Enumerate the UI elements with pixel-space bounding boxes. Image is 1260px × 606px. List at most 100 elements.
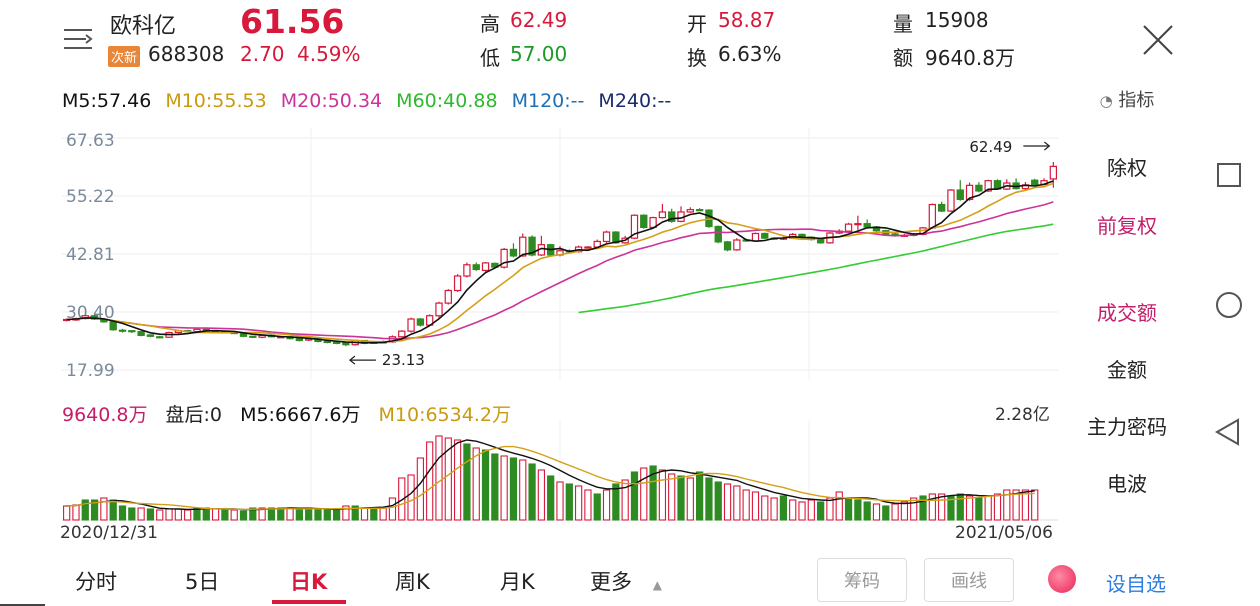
open-value: 58.87: [718, 8, 776, 32]
menu-icon[interactable]: [62, 26, 94, 52]
volume-bar: [696, 471, 704, 521]
volume-bar: [481, 449, 490, 521]
volume-bar: [677, 475, 685, 521]
tab-monthly-k[interactable]: 月K: [500, 570, 535, 594]
volume-bar: [928, 493, 936, 521]
volume-bar: [407, 474, 415, 521]
candle-body: [816, 238, 825, 244]
candle-body: [137, 331, 145, 336]
candle-body: [844, 223, 853, 232]
ex-rights-option[interactable]: 除权: [1107, 156, 1147, 180]
candle-body: [295, 338, 304, 342]
vol-m10: M10:6534.2万: [378, 404, 511, 426]
volume-bar: [202, 507, 210, 521]
candle-body: [863, 223, 871, 228]
close-button[interactable]: [1140, 22, 1176, 58]
avatar[interactable]: [1048, 565, 1076, 593]
gauge-icon: ◔: [1099, 92, 1113, 110]
tab-intraday[interactable]: 分时: [75, 570, 117, 594]
volume-bar: [444, 437, 452, 521]
draw-line-button[interactable]: 画线: [924, 558, 1014, 602]
candle-body: [398, 330, 406, 338]
ma60-line: [578, 223, 1054, 314]
candle-body: [528, 236, 536, 256]
nav-recent-button[interactable]: [1216, 162, 1242, 192]
tab-weekly-k[interactable]: 周K: [395, 570, 430, 594]
indicator-button[interactable]: ◔ 指标: [1082, 86, 1172, 112]
wave-option[interactable]: 电波: [1107, 472, 1147, 496]
volume-bar: [1031, 489, 1039, 521]
back-triangle-icon: [1214, 418, 1239, 446]
tab-more[interactable]: 更多 ▲: [590, 566, 662, 596]
volume-bar: [81, 499, 89, 521]
side-menu: ◔ 指标 除权 前复权 成交额 金额 主力密码 电波: [1082, 0, 1172, 520]
volume-bar: [146, 508, 155, 521]
volume-bar: [388, 497, 397, 521]
volume-bar: [900, 501, 909, 521]
candle-body: [723, 241, 732, 251]
volume-bar: [770, 497, 778, 521]
candlestick-chart[interactable]: 67.6355.2242.8130.4017.9962.4923.132020/…: [0, 0, 1070, 606]
volume-bar: [137, 507, 145, 521]
turnover-value: 6.63%: [718, 42, 782, 66]
candle-body: [323, 340, 331, 344]
volume-bar: [621, 479, 629, 521]
add-watchlist-button[interactable]: 设自选: [1106, 572, 1166, 596]
tab-5day[interactable]: 5日: [185, 570, 220, 594]
chips-button[interactable]: 筹码: [817, 558, 907, 602]
volume-bar: [351, 505, 359, 521]
nav-back-button[interactable]: [1214, 417, 1242, 451]
candle-body: [453, 275, 462, 292]
volume-bar: [835, 491, 843, 521]
volume-bar: [854, 499, 862, 521]
forward-adjusted-option[interactable]: 前复权: [1097, 214, 1157, 238]
volume-bar: [519, 459, 527, 521]
candle-body: [928, 203, 937, 229]
candle-body: [937, 203, 946, 212]
menu-lines-icon: [64, 29, 93, 49]
high-label: 高: [480, 12, 500, 36]
volume-bar: [779, 495, 788, 521]
volume-bar: [919, 495, 927, 521]
candle-body: [118, 329, 127, 332]
nav-home-button[interactable]: [1214, 290, 1244, 324]
volume-bar: [211, 508, 220, 521]
candle-body: [481, 262, 490, 272]
volume-bar: [817, 501, 825, 521]
tab-daily-k[interactable]: 日K: [290, 570, 328, 594]
bottom-left-line: [0, 604, 45, 606]
close-x-icon: [1143, 25, 1173, 55]
square-icon: [1217, 163, 1241, 187]
candle-body: [640, 214, 648, 229]
candle-body: [491, 262, 499, 268]
volume-bar: [807, 499, 815, 521]
volume-bar: [323, 509, 331, 521]
date-end-label: 2021/05/06: [955, 523, 1053, 543]
low-marker-label: 23.13: [382, 351, 425, 369]
volume-bar: [221, 509, 229, 521]
candle-body: [686, 209, 694, 213]
turnover-amount-option[interactable]: 成交额: [1097, 301, 1157, 325]
volume-bar: [733, 485, 741, 521]
ma-legend: M5:57.46 M10:55.53 M20:50.34 M60:40.88 M…: [62, 90, 671, 112]
volume-bar: [258, 507, 266, 521]
volume-bar: [882, 505, 890, 521]
candle-body: [956, 189, 964, 200]
ma20-label: M20:50.34: [280, 90, 383, 112]
volume-bar: [686, 477, 694, 521]
volume-bar: [267, 507, 276, 521]
main-code-option[interactable]: 主力密码: [1087, 415, 1167, 439]
volume-bar: [705, 477, 713, 521]
amount-option[interactable]: 金额: [1107, 358, 1147, 382]
candle-body: [519, 236, 527, 257]
high-marker-arrowhead: [1043, 141, 1051, 151]
candle-body: [602, 231, 611, 243]
volume-bar: [798, 501, 806, 521]
volume-bar: [649, 465, 657, 521]
volume-bar: [602, 489, 611, 521]
candle-body: [444, 289, 452, 304]
volume-bar: [556, 481, 564, 521]
high-marker-label: 62.49: [969, 138, 1012, 156]
volume-bar: [63, 505, 71, 521]
current-price: 61.56: [240, 2, 345, 41]
